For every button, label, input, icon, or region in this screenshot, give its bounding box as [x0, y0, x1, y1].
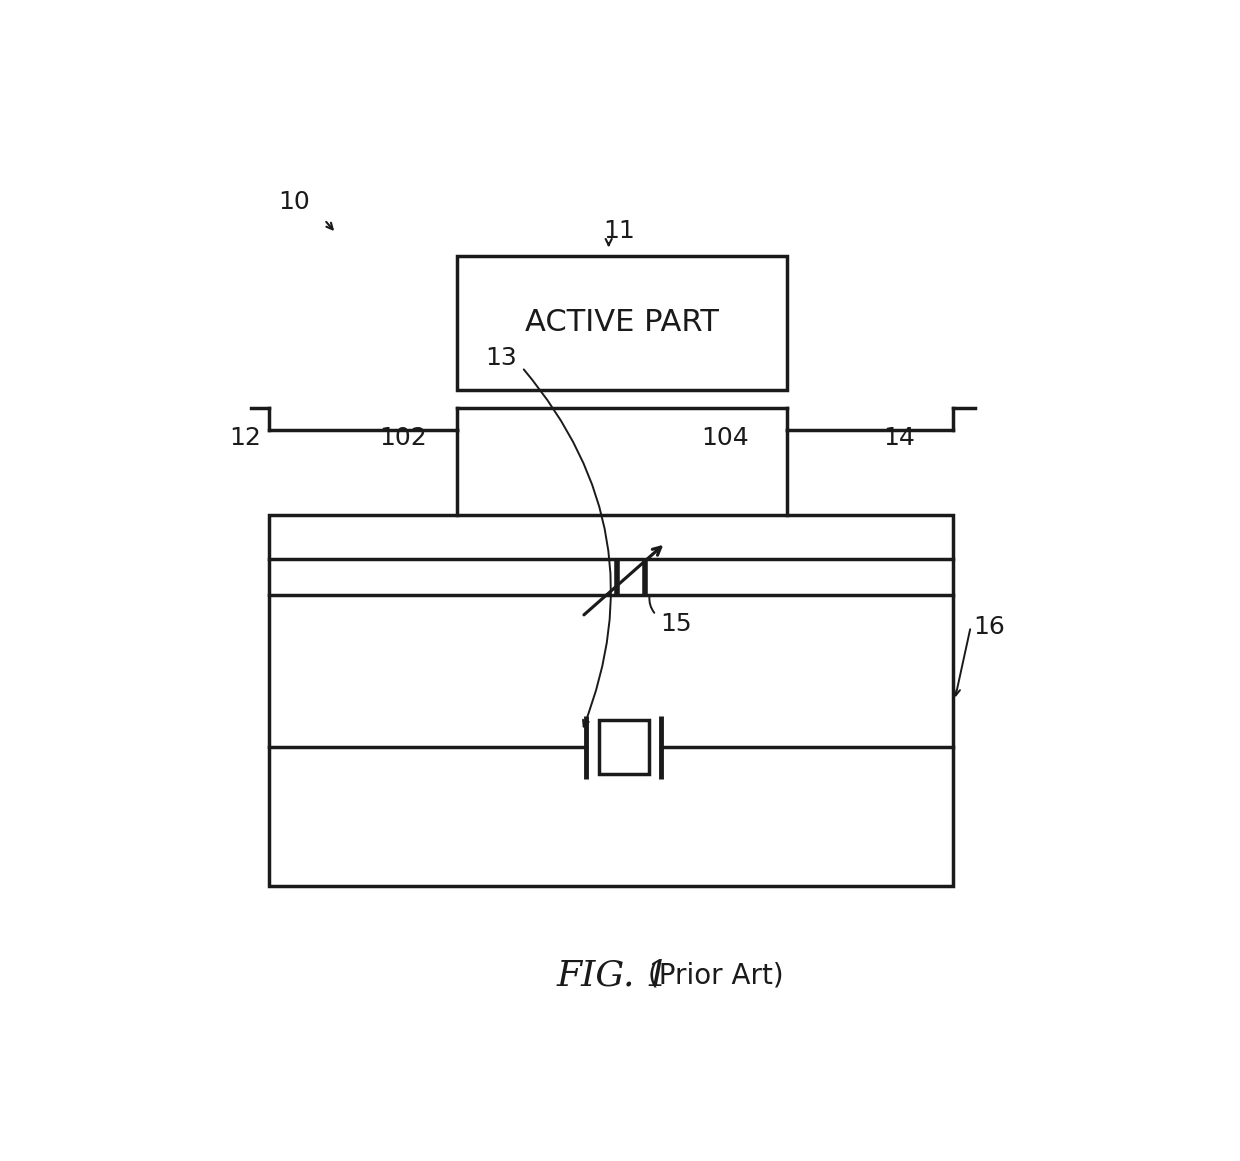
Text: 10: 10 [278, 190, 310, 214]
Text: 102: 102 [379, 426, 427, 450]
Text: 11: 11 [604, 218, 635, 243]
Bar [269, 514, 952, 886]
Bar [456, 255, 787, 390]
Text: 104: 104 [701, 426, 749, 450]
Text: (Prior Art): (Prior Art) [649, 961, 784, 989]
Text: 14: 14 [883, 426, 915, 450]
Text: 15: 15 [661, 612, 692, 636]
Text: ACTIVE PART: ACTIVE PART [526, 308, 719, 337]
Bar [599, 720, 649, 774]
Text: 12: 12 [229, 426, 260, 450]
Text: 16: 16 [973, 614, 1006, 639]
Text: FIG. 1: FIG. 1 [557, 958, 670, 993]
Text: 13: 13 [486, 346, 517, 370]
